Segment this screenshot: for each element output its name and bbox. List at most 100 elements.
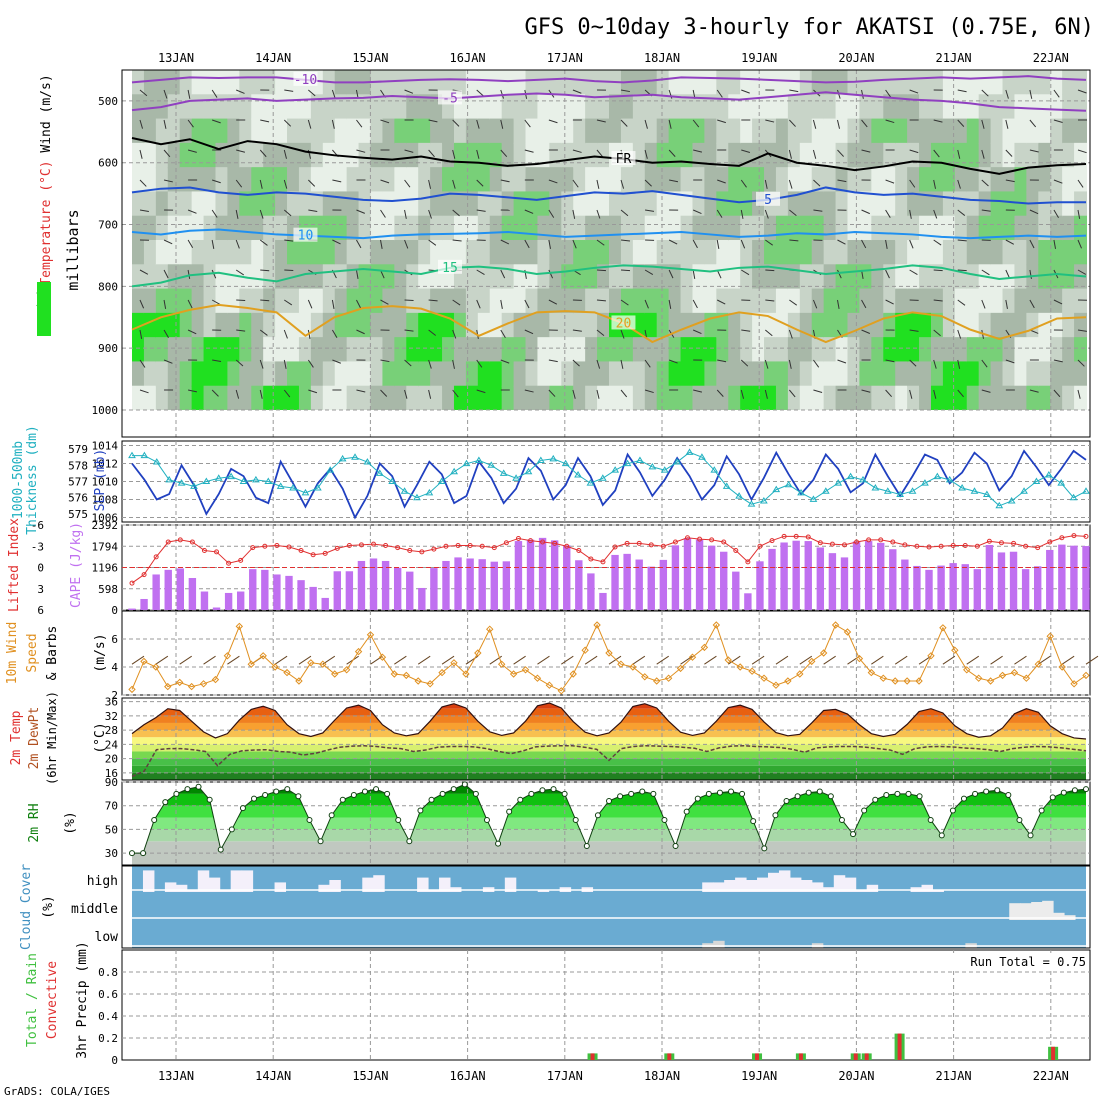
wind-speed-point xyxy=(342,666,351,674)
rh-shade-cell xyxy=(263,264,277,290)
rh-shade-cell xyxy=(1002,70,1016,96)
rh-shade-cell xyxy=(501,191,515,217)
wind-barb xyxy=(764,359,769,369)
rh-shade-cell xyxy=(883,167,897,193)
rh-shade-cell xyxy=(1038,288,1052,314)
rh-point xyxy=(805,789,812,796)
rh-shade-cell xyxy=(644,167,658,193)
rh-shade-cell xyxy=(811,215,825,241)
cape-bar xyxy=(478,559,486,610)
wind-barb xyxy=(933,149,940,158)
rh-shade-cell xyxy=(549,94,563,120)
rh-shade-cell xyxy=(680,118,694,144)
rh-point xyxy=(239,805,246,812)
wind-barb xyxy=(620,179,625,189)
wind-barb-10m xyxy=(537,655,550,665)
thickness-point xyxy=(536,456,545,463)
rh-shade-cell xyxy=(907,215,921,241)
precip-tick: 0 xyxy=(111,1054,118,1067)
rh-shade-cell xyxy=(1074,312,1087,339)
rh-shade-cell xyxy=(167,385,181,411)
rh-shade-cell xyxy=(1026,94,1040,120)
wind-barb xyxy=(139,149,143,159)
wind-barb xyxy=(933,269,943,272)
rh-shade-cell xyxy=(609,288,622,314)
wind-speed-point xyxy=(784,677,792,685)
rh-bands xyxy=(132,784,1086,865)
rh-shade-cell xyxy=(847,385,861,411)
rh-shade-cell xyxy=(561,70,575,96)
rh-shade-cell xyxy=(370,361,384,387)
credit-label: GrADS: COLA/IGES xyxy=(4,1085,110,1098)
cloud-cell-high xyxy=(713,882,725,892)
temp-band xyxy=(132,751,1086,759)
rh-shade-cell xyxy=(895,361,909,387)
wind-barb-10m xyxy=(465,655,479,665)
rh-shade-cell xyxy=(549,264,563,290)
wind-barb xyxy=(260,119,270,123)
wind-barb-10m xyxy=(608,655,622,665)
rh-shade-cell xyxy=(668,70,682,96)
rh-shade-cell xyxy=(155,215,169,241)
lifted-index-point xyxy=(286,544,292,550)
rh-shade-cell xyxy=(930,118,944,144)
wind-barb xyxy=(789,299,798,306)
rh-shade-cell xyxy=(597,70,610,96)
thickness-tick: 576 xyxy=(68,492,88,505)
wind-barb xyxy=(933,389,937,399)
wind-barb xyxy=(404,89,414,94)
thickness-point xyxy=(623,459,632,467)
rh-point xyxy=(617,793,624,800)
rh-shade-cell xyxy=(489,361,503,387)
rh-shade-cell xyxy=(1050,118,1064,144)
wind-barb xyxy=(1077,389,1081,399)
rh-shade-cell xyxy=(310,167,324,193)
rh-shade-cell xyxy=(430,70,444,96)
rh-shade-cell xyxy=(143,337,157,363)
rh-shade-cell xyxy=(334,337,348,363)
thickness-point xyxy=(313,484,322,491)
wind-barb-10m xyxy=(632,655,646,665)
rh-point xyxy=(883,792,890,799)
wind-speed-point xyxy=(748,667,756,675)
contour-label: 5 xyxy=(764,193,772,208)
wind-barb xyxy=(861,119,868,128)
thickness-point xyxy=(499,469,508,476)
rh-shade-cell xyxy=(919,70,932,96)
rh-shade-cell xyxy=(883,215,897,241)
rh-shade-cell xyxy=(930,70,944,96)
wind-barb xyxy=(1077,179,1084,188)
rh-shade-cell xyxy=(954,142,968,169)
rh-shade-cell xyxy=(704,94,718,120)
wind-barb-10m xyxy=(513,655,526,665)
rh-shade-cell xyxy=(406,94,420,120)
rh-shade-cell xyxy=(143,142,157,169)
thickness-point xyxy=(1020,487,1028,494)
rh-shade-cell xyxy=(907,70,921,96)
rh-shade-cell xyxy=(1062,118,1076,144)
wind-barb xyxy=(981,89,989,97)
rh-shade-cell xyxy=(143,264,157,290)
cape-bar xyxy=(1058,544,1066,610)
rh-shade-cell xyxy=(501,361,515,387)
lifted-index-point xyxy=(733,548,739,553)
rh-point xyxy=(728,788,735,795)
rh-shade-cell xyxy=(775,288,789,314)
rh-shade-cell xyxy=(358,264,372,290)
rh-shade-cell xyxy=(525,191,539,217)
rh-shade-cell xyxy=(287,361,300,387)
thickness-point xyxy=(1057,479,1066,486)
rh-shade-cell xyxy=(895,312,909,339)
rh-shade-cell xyxy=(275,94,289,120)
wind-speed-point xyxy=(438,668,446,677)
wind-barb xyxy=(596,269,606,272)
rh-shade-cell xyxy=(668,118,682,144)
rh-shade-cell xyxy=(453,215,467,241)
wind-barb xyxy=(428,149,435,158)
wind-barb xyxy=(740,359,749,367)
wind-barb xyxy=(741,89,750,94)
temperature-contour xyxy=(131,137,1087,175)
cape-bar xyxy=(273,574,281,610)
wind-barb xyxy=(235,179,243,188)
thickness-point xyxy=(437,477,446,484)
